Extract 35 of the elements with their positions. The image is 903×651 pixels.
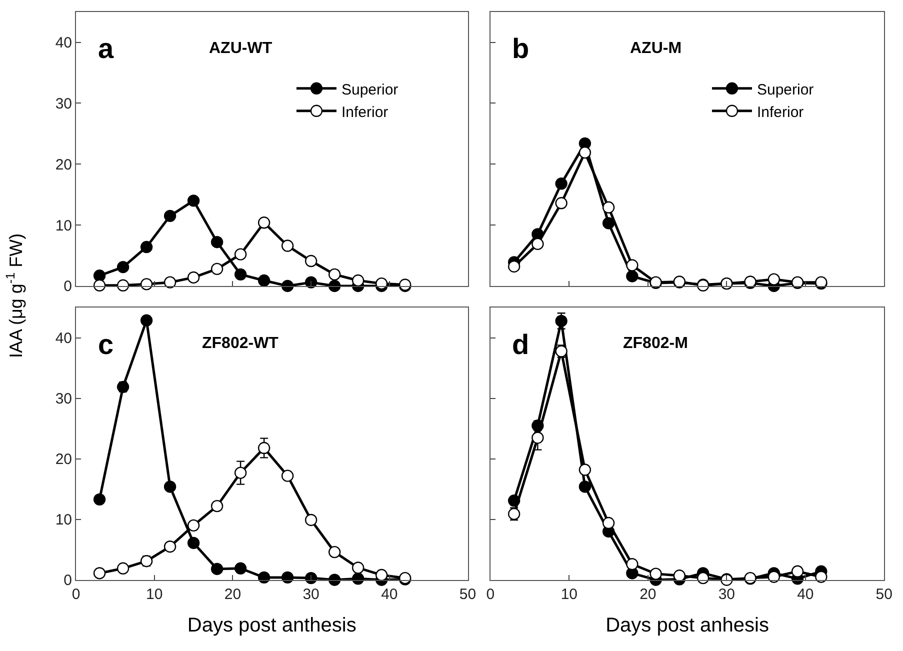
y-tick-label: 20 (55, 156, 72, 174)
text: AZU-M (630, 40, 682, 57)
y-tick-label: 20 (55, 451, 72, 468)
x-tick-label: 10 (560, 586, 578, 603)
x-tick-label: 20 (640, 586, 656, 603)
y-tick-label: 0 (64, 278, 72, 296)
x-tick-label: 30 (718, 586, 736, 603)
y-tick-label: 0 (64, 572, 72, 590)
text: ZF802-WT (202, 335, 279, 352)
legend-label: Inferior (756, 104, 804, 121)
x-tick-label: 10 (146, 586, 163, 603)
y-tick-label: 10 (55, 512, 72, 529)
x-tick-label: 50 (876, 586, 892, 603)
x-tick-label: 30 (302, 586, 320, 603)
x-axis-title: Days post anhesis (606, 614, 770, 636)
annotation: c (98, 329, 114, 360)
legend-label: Inferior (341, 104, 388, 121)
y-tick-label: 30 (55, 390, 72, 408)
text: AZU-WT (209, 40, 272, 57)
x-tick-label: 40 (381, 586, 398, 603)
y-tick-label: 10 (55, 217, 72, 234)
legend-label: Superior (756, 81, 814, 98)
x-tick-label: 50 (459, 586, 476, 603)
annotation: d (512, 329, 530, 360)
x-tick-label: 40 (797, 586, 814, 603)
annotation: a (98, 33, 114, 64)
y-tick-label: 40 (55, 330, 72, 348)
x-tick-label: 0 (486, 586, 495, 603)
text: ZF802-M (623, 335, 688, 352)
y-tick-label: 40 (55, 34, 72, 52)
x-tick-label: 20 (224, 586, 242, 603)
annotation: b (512, 33, 530, 64)
y-tick-label: 30 (55, 95, 72, 112)
legend-label: Superior (341, 81, 398, 98)
x-axis-title: Days post anthesis (187, 614, 356, 636)
